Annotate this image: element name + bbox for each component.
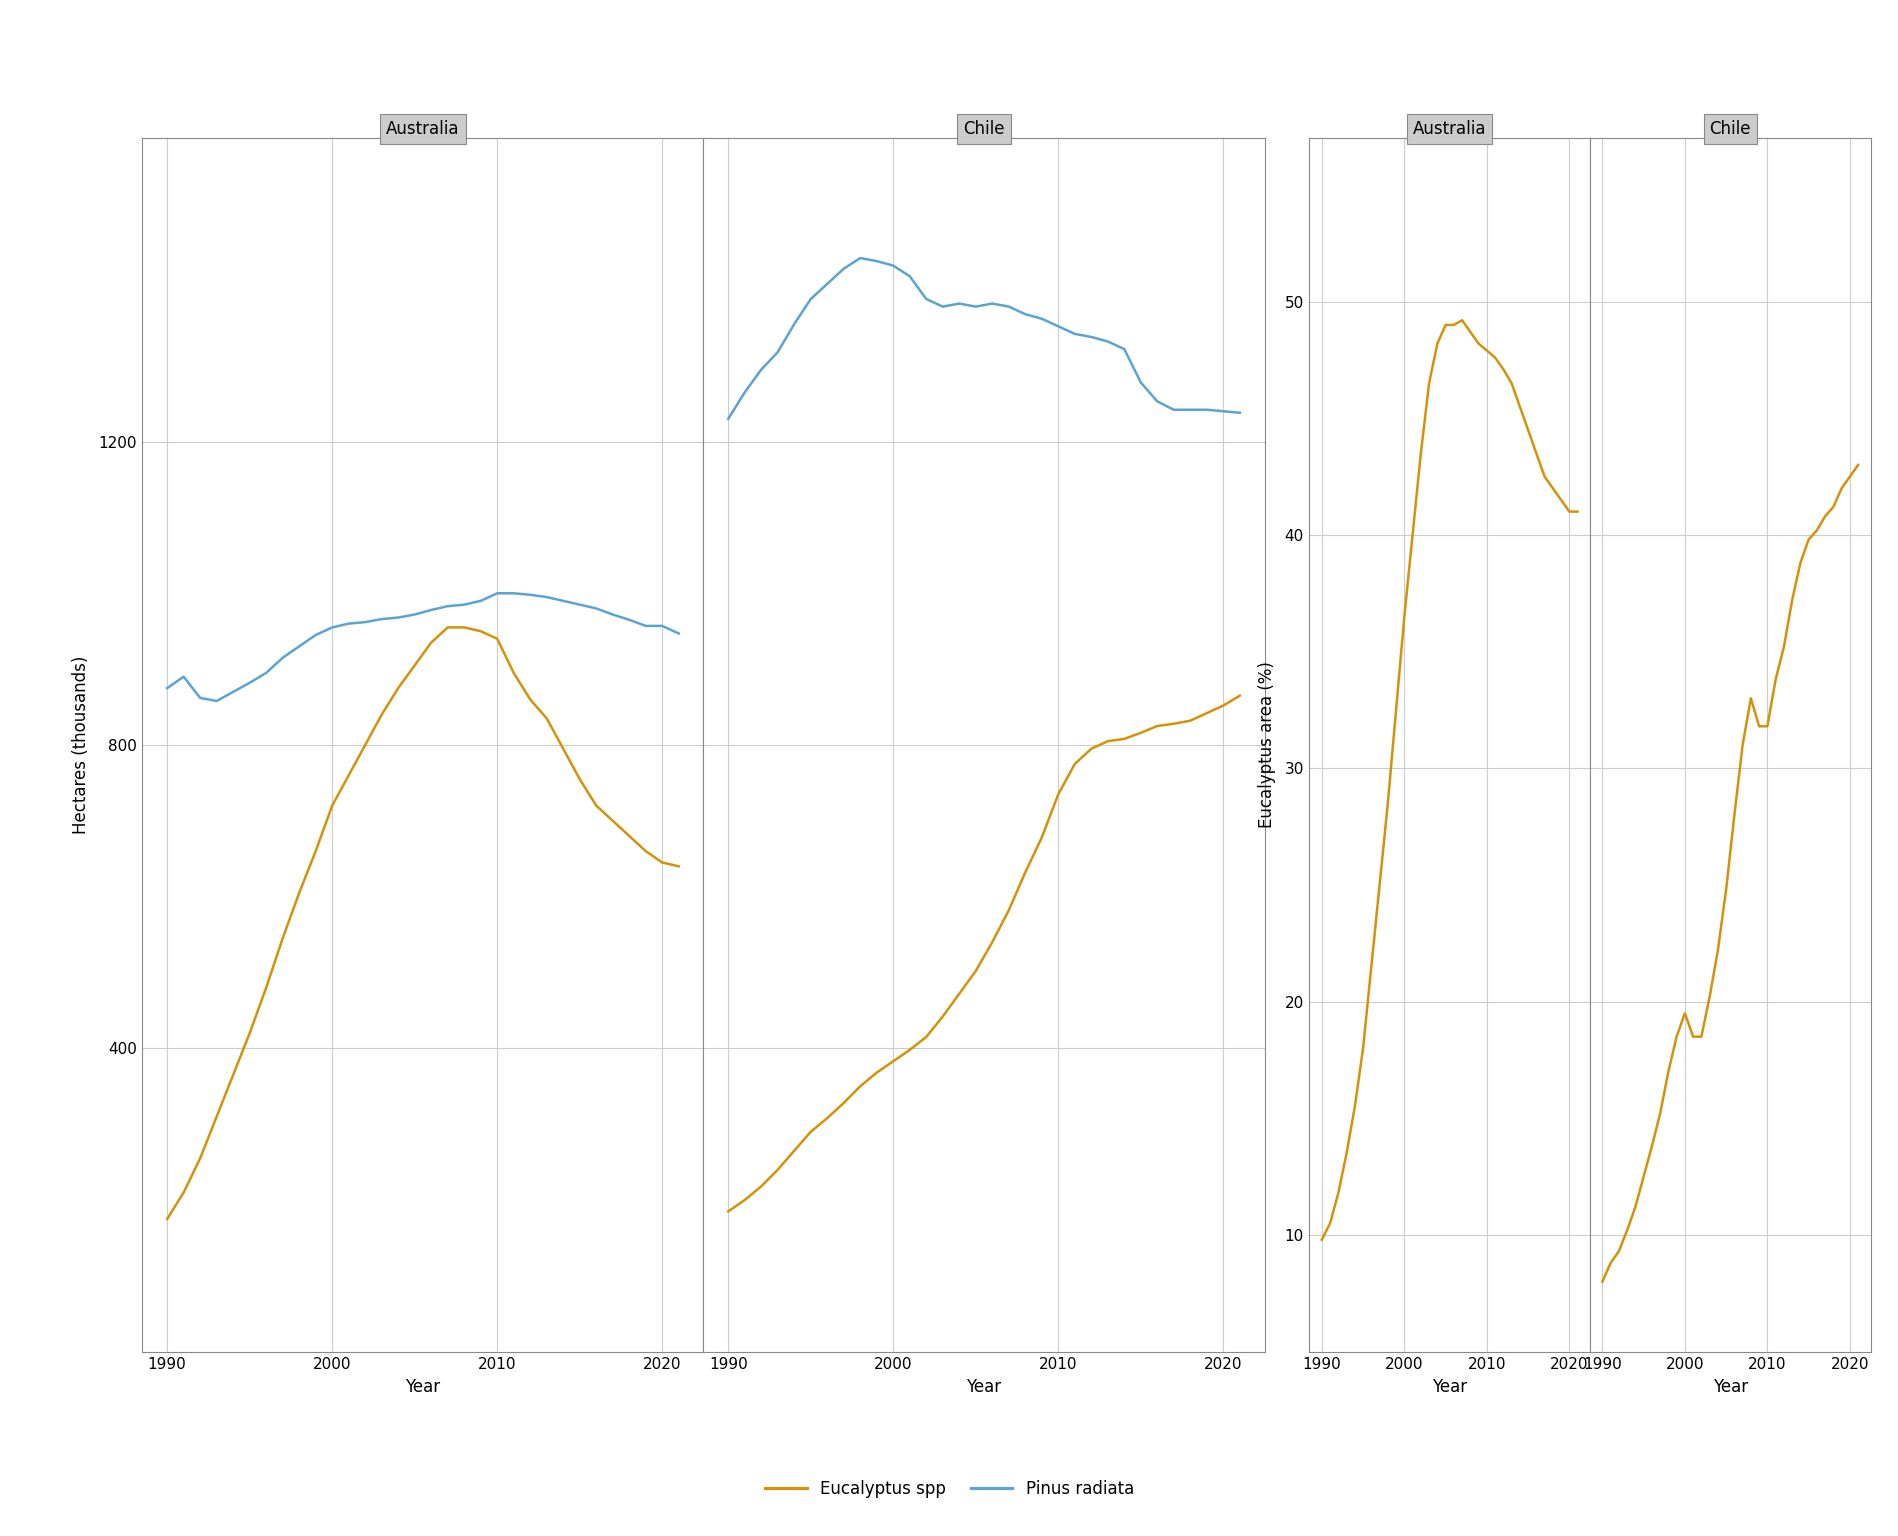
- Title: Chile: Chile: [962, 120, 1004, 138]
- X-axis label: Year: Year: [404, 1378, 440, 1396]
- X-axis label: Year: Year: [966, 1378, 1000, 1396]
- X-axis label: Year: Year: [1431, 1378, 1467, 1396]
- Title: Australia: Australia: [1412, 120, 1486, 138]
- Y-axis label: Hectares (thousands): Hectares (thousands): [72, 656, 89, 834]
- Legend: Eucalyptus spp, Pinus radiata: Eucalyptus spp, Pinus radiata: [757, 1473, 1141, 1505]
- Y-axis label: Eucalyptus area (%): Eucalyptus area (%): [1258, 662, 1275, 828]
- Title: Chile: Chile: [1708, 120, 1750, 138]
- X-axis label: Year: Year: [1712, 1378, 1746, 1396]
- Title: Australia: Australia: [385, 120, 459, 138]
